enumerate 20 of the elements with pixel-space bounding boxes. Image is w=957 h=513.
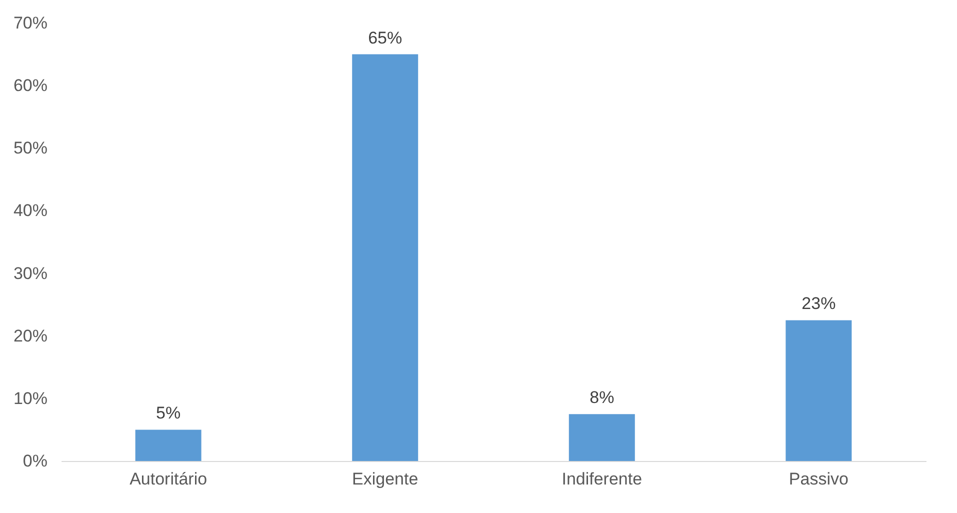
y-tick-label: 70% (13, 14, 48, 32)
y-tick-label: 30% (13, 264, 48, 283)
data-label: 8% (590, 388, 614, 408)
bar (568, 414, 635, 461)
y-tick-label: 20% (13, 326, 48, 346)
x-tick-label: Exigente (352, 470, 418, 488)
x-tick-label: Indiferente (562, 470, 642, 488)
y-tick-label: 60% (13, 76, 48, 96)
y-tick-label: 10% (13, 388, 48, 408)
bar (352, 54, 418, 461)
y-tick-label: 40% (13, 201, 48, 220)
y-tick-label: 50% (13, 138, 48, 158)
y-tick-label: 0% (22, 452, 48, 470)
bar (786, 320, 852, 461)
x-tick-label: Passivo (788, 470, 848, 488)
data-label: 5% (156, 404, 181, 423)
data-label: 65% (368, 28, 402, 48)
bar (135, 430, 202, 461)
data-label: 23% (802, 294, 836, 314)
x-tick-label: Autoritário (130, 470, 208, 488)
